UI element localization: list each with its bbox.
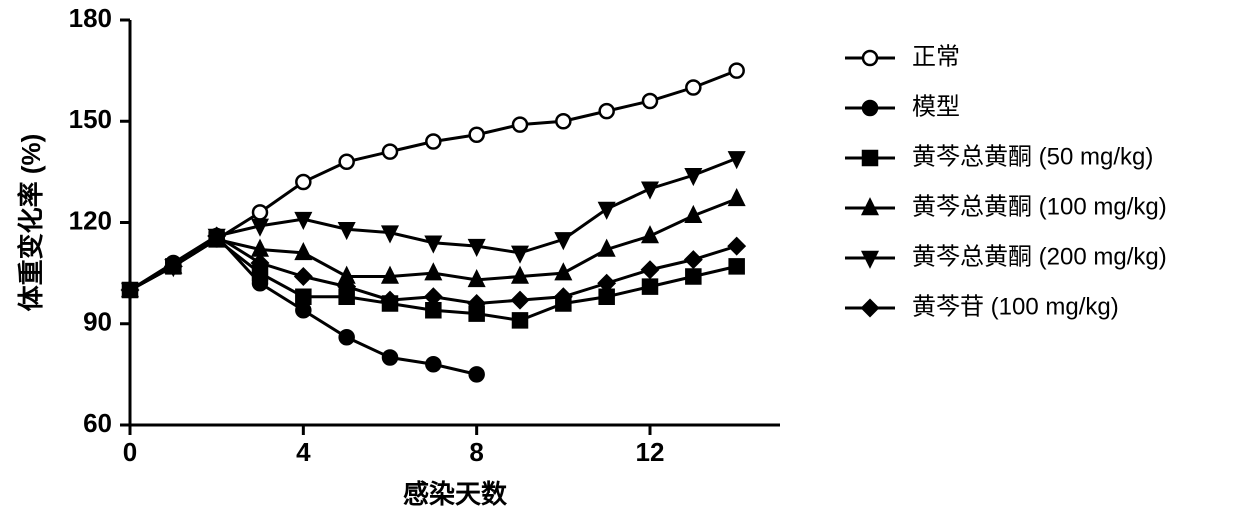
x-tick-label: 8 [469,437,483,467]
line-chart: 60 90 120 150 180 0 4 8 12 感染天数 体重变化率 (%) 正常模型黄芩总黄酮… [0,0,1240,529]
legend-label: 黄芩苷 (100 mg/kg) [912,293,1119,320]
legend-label: 模型 [912,93,960,120]
legend-label: 正常 [912,43,960,70]
legend-label: 黄芩总黄酮 (50 mg/kg) [912,143,1153,170]
x-axis-label: 感染天数 [403,479,508,509]
y-tick-label: 60 [83,408,112,438]
y-tick-label: 150 [69,104,112,134]
chart-container: { "chart": { "type": "line", "width": 12… [0,0,1240,529]
x-tick-label: 12 [636,437,665,467]
x-tick-label: 0 [123,437,137,467]
y-tick-label: 180 [69,3,112,33]
y-tick-label: 120 [69,205,112,235]
x-tick-label: 4 [296,437,311,467]
y-tick-label: 90 [83,307,112,337]
y-axis-label: 体重变化率 (%) [16,134,46,312]
legend-label: 黄芩总黄酮 (200 mg/kg) [912,243,1167,270]
legend-label: 黄芩总黄酮 (100 mg/kg) [912,193,1167,220]
